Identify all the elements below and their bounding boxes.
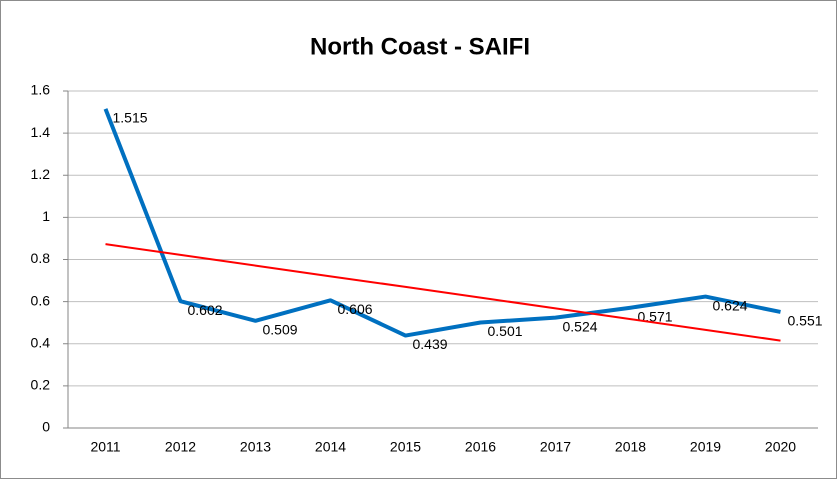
data-label: 0.606 [338,301,373,317]
data-label: 0.509 [263,321,298,337]
x-tick-label: 2013 [240,439,271,455]
data-label: 0.524 [563,318,598,334]
trend-line [105,243,781,342]
x-tick-label: 2018 [615,439,646,455]
y-tick-label: 0.8 [31,250,51,266]
x-tick-label: 2011 [90,439,120,455]
data-label: 0.624 [713,297,748,313]
data-label: 0.602 [188,302,223,318]
y-tick-label: 0.4 [31,334,51,350]
data-label: 0.501 [488,323,523,339]
y-tick-label: 0.6 [31,292,51,308]
y-tick-label: 1 [42,208,50,224]
x-tick-label: 2016 [465,439,496,455]
y-tick-label: 1.6 [31,82,51,98]
x-tick-label: 2014 [315,439,346,455]
chart-title: North Coast - SAIFI [310,33,530,60]
x-tick-label: 2012 [165,439,196,455]
x-tick-label: 2019 [690,439,721,455]
x-tick-label: 2017 [540,439,571,455]
data-label: 0.551 [788,313,823,329]
y-tick-label: 1.2 [31,166,51,182]
data-line [103,108,781,338]
y-tick-label: 1.4 [31,124,51,140]
x-tick-label: 2015 [390,439,421,455]
y-tick-label: 0.2 [31,377,51,393]
y-tick-label: 0 [42,419,50,435]
data-label: 1.515 [113,110,148,126]
x-tick-label: 2020 [765,439,796,455]
data-label: 0.439 [413,336,448,352]
